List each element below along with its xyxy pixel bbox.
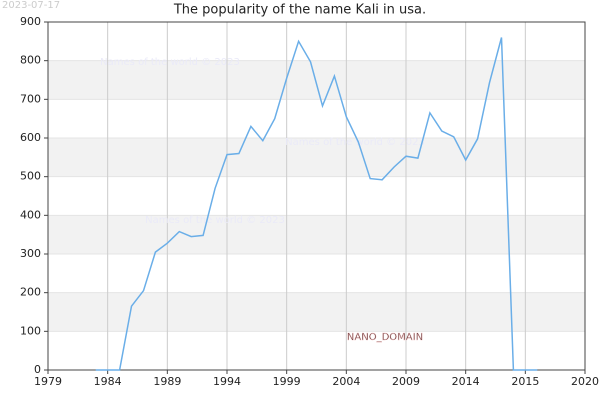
grid-band bbox=[48, 215, 585, 254]
y-tick-label: 900 bbox=[20, 15, 41, 28]
grid-band bbox=[48, 138, 585, 177]
y-tick-label: 100 bbox=[20, 324, 41, 337]
y-tick-label: 300 bbox=[20, 247, 41, 260]
y-tick-label: 400 bbox=[20, 208, 41, 221]
x-tick-label: 1994 bbox=[213, 375, 241, 388]
date-stamp: 2023-07-17 bbox=[2, 0, 60, 11]
x-tick-label: 1984 bbox=[94, 375, 122, 388]
x-tick-label: 2020 bbox=[571, 375, 599, 388]
y-tick-label: 500 bbox=[20, 170, 41, 183]
watermark: Names of the world © 2023 bbox=[285, 137, 425, 148]
data-line bbox=[95, 37, 538, 371]
grid-band bbox=[48, 60, 585, 100]
x-tick-label: 2009 bbox=[392, 375, 420, 388]
x-tick-label: 2015 bbox=[511, 375, 539, 388]
y-tick-label: 600 bbox=[20, 131, 41, 144]
x-tick-label: 2004 bbox=[332, 375, 360, 388]
y-tick-label: 800 bbox=[20, 54, 41, 67]
watermark: Names of the world © 2023 bbox=[100, 57, 240, 68]
plot-frame bbox=[47, 21, 586, 371]
x-tick-label: 2014 bbox=[452, 375, 480, 388]
y-tick-label: 200 bbox=[20, 286, 41, 299]
y-tick-label: 700 bbox=[20, 92, 41, 105]
watermark: Names of the world © 2023 bbox=[145, 215, 285, 226]
x-tick-label: 1979 bbox=[34, 375, 62, 388]
y-tick-label: 0 bbox=[34, 363, 41, 376]
chart-title: The popularity of the name Kali in usa. bbox=[173, 3, 426, 18]
x-tick-label: 1999 bbox=[273, 375, 301, 388]
domain-label: NANO_DOMAIN bbox=[347, 332, 423, 343]
x-tick-label: 1989 bbox=[153, 375, 181, 388]
